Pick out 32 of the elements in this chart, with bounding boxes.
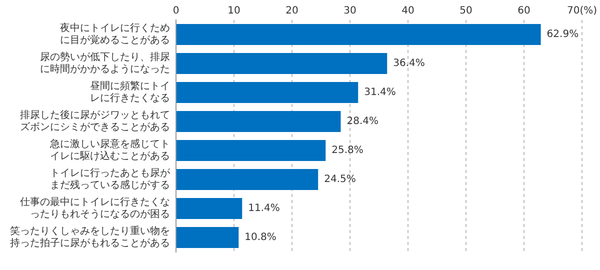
bar (176, 140, 326, 161)
data-label: 11.4% (248, 203, 280, 214)
x-tick-label: 60 (518, 6, 530, 17)
x-tick-label: 20 (286, 6, 298, 17)
bar (176, 111, 341, 132)
data-label: 36.4% (393, 58, 425, 70)
bar (176, 82, 358, 103)
x-tick-label: 40 (402, 6, 414, 17)
bar (176, 53, 388, 74)
data-label: 25.8% (332, 145, 364, 156)
y-tick-label: 急に激しい尿意を感じてトイレに駆け込むことがある (49, 138, 170, 162)
x-tick-label: 50 (460, 6, 472, 17)
y-tick-label: 夜中にトイレに行くために目が覚めることがある (60, 22, 170, 46)
x-tick-label: 10 (228, 6, 240, 17)
data-label: 10.8% (244, 232, 276, 244)
data-label: 24.5% (324, 174, 356, 186)
x-tick-label: 0 (172, 6, 180, 17)
y-tick-label: 排尿した後に尿がジワッともれてズボンにシミができることがある (20, 109, 170, 134)
x-tick-label: 70(%) (566, 6, 598, 17)
bar (176, 227, 239, 248)
y-tick-label: 仕事の最中にトイレに行きたくなったりもれそうになるのが困る (20, 196, 170, 220)
y-tick-label: 昼間に頻繁にトイレに行きたくなる (90, 80, 170, 104)
bar (176, 169, 318, 190)
y-tick-label: 尿の勢いが低下したり、排尿に時間がかかるようになった (40, 51, 170, 76)
x-tick-label: 30 (344, 6, 356, 17)
y-tick-label: トイレに行ったあとも尿がまだ残っている感じがする (50, 168, 171, 192)
y-tick-label: 笑ったりくしゃみをしたり重い物を持った拍子に尿がもれることがある (10, 225, 170, 250)
bar (176, 24, 541, 45)
bar (176, 198, 242, 219)
data-label: 62.9% (546, 29, 579, 40)
data-label: 31.4% (364, 87, 396, 98)
data-label: 28.4% (346, 116, 378, 128)
